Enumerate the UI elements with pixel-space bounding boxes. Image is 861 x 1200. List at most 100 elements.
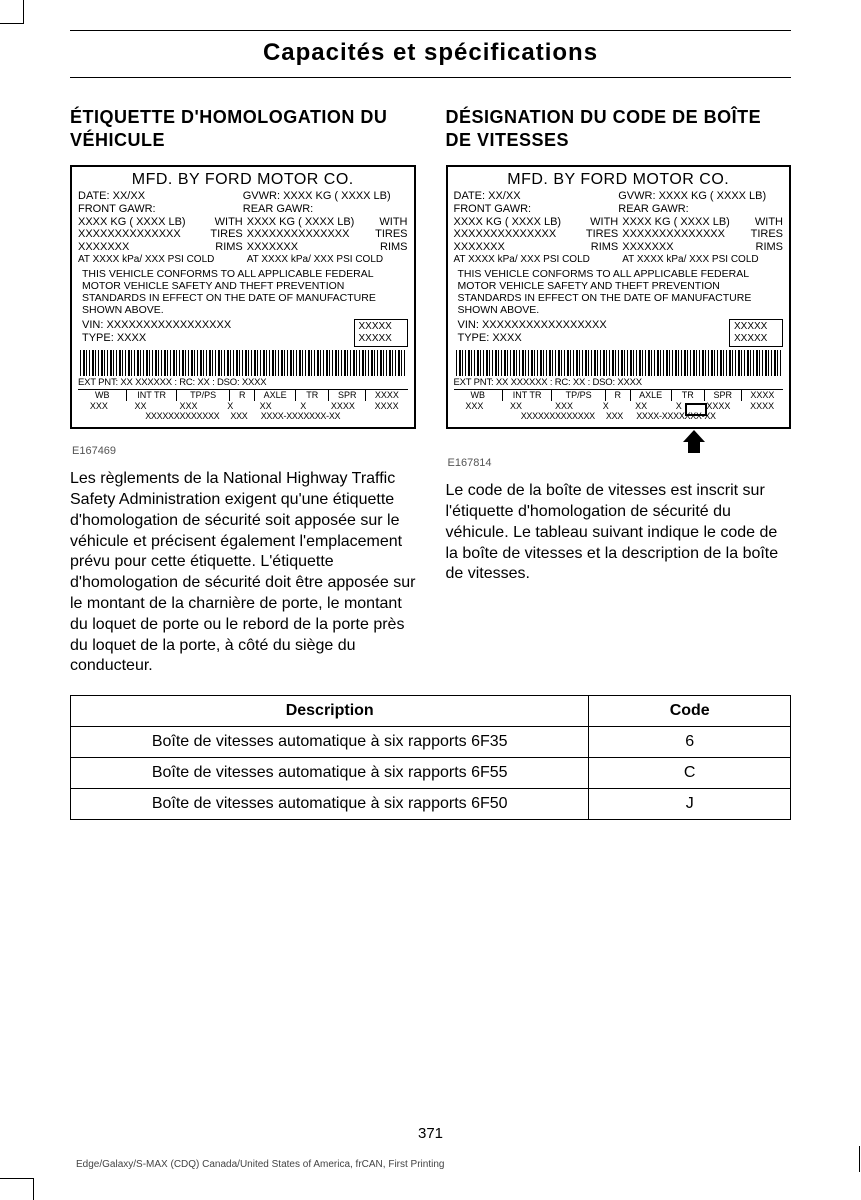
cell: XXXX KG ( XXXX LB) WITH: [78, 216, 243, 229]
cell: XXXX KG ( XXXX LB) WITH: [454, 216, 619, 229]
text: WITH: [215, 216, 243, 229]
label-front-gawr: FRONT GAWR:: [78, 203, 243, 216]
cell: XXXXXXXXXXXXXX TIRES: [243, 228, 408, 241]
text: XXXXXXXXXXXXXX: [78, 228, 181, 241]
hdr: SPR: [705, 390, 742, 400]
codes-values: XXX XX XXX X XX X XXXX XXXX: [78, 401, 408, 411]
val: XX: [120, 401, 162, 411]
td-desc: Boîte de vitesses automatique à six rapp…: [71, 727, 589, 758]
label-conformance: THIS VEHICLE CONFORMS TO ALL APPLICABLE …: [458, 268, 780, 316]
label-row: AT XXXX kPa/ XXX PSI COLD AT XXXX kPa/ X…: [78, 254, 408, 266]
vin-row: VIN: XXXXXXXXXXXXXXXXX TYPE: XXXX XXXXX …: [78, 319, 408, 347]
text: XXXXX: [734, 321, 778, 333]
hdr: TR: [296, 390, 329, 400]
val: XXX: [78, 401, 120, 411]
label-row: XXXXXXXXXXXXXXTIRES XXXXXXXXXXXXXXTIRES: [454, 228, 784, 241]
text: XXXXXXXXXXXXXX: [247, 228, 350, 241]
ext-row: EXT PNT: XX XXXXXX : RC: XX : DSO: XXXX: [454, 378, 784, 389]
cell: XXXXXXXRIMS: [618, 241, 783, 254]
text: XXXX KG ( XXXX LB): [454, 216, 562, 229]
transmission-code-table: Description Code Boîte de vitesses autom…: [70, 695, 791, 820]
certification-label: MFD. BY FORD MOTOR CO. DATE: XX/XX GVWR:…: [70, 165, 416, 429]
ext-row: EXT PNT: XX XXXXXX : RC: XX : DSO: XXXX: [78, 378, 408, 389]
val: XXX: [537, 401, 591, 411]
label-row: XXXXXXXRIMS XXXXXXXRIMS: [78, 241, 408, 254]
val: XXXX: [741, 401, 783, 411]
crop-mark-bottom-left: [0, 1178, 34, 1200]
page-number: 371: [0, 1125, 861, 1142]
text: TIRES: [375, 228, 407, 241]
label-rear-gawr: REAR GAWR:: [243, 203, 408, 216]
hdr: XXXX: [366, 390, 407, 400]
val: X: [287, 401, 320, 411]
text: XXXXX: [734, 333, 778, 345]
vin-box: XXXXX XXXXX: [729, 319, 783, 347]
codes-values: XXX XX XXX X XX X XXXX XXXX: [454, 401, 784, 411]
text: XXXXX: [359, 321, 403, 333]
hdr: TR: [672, 390, 705, 400]
label-at: AT XXXX kPa/ XXX PSI COLD: [78, 254, 243, 266]
footer-text: Edge/Galaxy/S-MAX (CDQ) Canada/United St…: [76, 1159, 444, 1170]
val: XXXX: [366, 401, 408, 411]
text: XXX: [230, 411, 247, 421]
text: XXXXX: [359, 333, 403, 345]
label-mfd: MFD. BY FORD MOTOR CO.: [454, 171, 784, 189]
text: XXXX KG ( XXXX LB): [78, 216, 186, 229]
hdr: INT TR: [127, 390, 176, 400]
text: XXXXXXXXXXXXXX: [622, 228, 725, 241]
label-at: AT XXXX kPa/ XXX PSI COLD: [243, 254, 408, 266]
label-row: XXXX KG ( XXXX LB) WITH XXXX KG ( XXXX LB…: [78, 216, 408, 229]
vin-row: VIN: XXXXXXXXXXXXXXXXX TYPE: XXXX XXXXX …: [454, 319, 784, 347]
vin-left: VIN: XXXXXXXXXXXXXXXXX TYPE: XXXX: [78, 319, 354, 344]
th-description: Description: [71, 696, 589, 727]
label-vin: VIN: XXXXXXXXXXXXXXXXX: [82, 319, 354, 332]
bottom-line: XXXXXXXXXXXXX XXX XXXX-XXXXXXX-XX: [78, 411, 408, 421]
text: XXXXXXX: [454, 241, 505, 254]
codes-header: WB INT TR TP/PS R AXLE TR SPR XXXX: [454, 389, 784, 400]
text: XXXX-XXXXXXX-XX: [261, 411, 341, 421]
table-row: Boîte de vitesses automatique à six rapp…: [71, 789, 791, 820]
rule: [70, 77, 791, 78]
text: RIMS: [380, 241, 408, 254]
barcode: [456, 350, 782, 376]
hdr: WB: [78, 390, 127, 400]
text: XXXXXXXXXXXXXX: [454, 228, 557, 241]
text: WITH: [590, 216, 618, 229]
label-type: TYPE: XXXX: [458, 332, 730, 345]
text: XXXXXXX: [622, 241, 673, 254]
label-gvwr: GVWR: XXXX KG ( XXXX LB): [243, 190, 408, 203]
table-row: Boîte de vitesses automatique à six rapp…: [71, 758, 791, 789]
section-heading-right: DÉSIGNATION DU CODE DE BOÎTE DE VITESSES: [446, 106, 792, 151]
crop-mark-top-left: [0, 0, 24, 24]
val: XXXX: [320, 401, 366, 411]
hdr: AXLE: [631, 390, 672, 400]
rule: [70, 30, 791, 31]
label-date: DATE: XX/XX: [454, 190, 619, 203]
hdr: R: [230, 390, 255, 400]
td-desc: Boîte de vitesses automatique à six rapp…: [71, 789, 589, 820]
hdr: WB: [454, 390, 503, 400]
hdr: SPR: [329, 390, 366, 400]
text: TIRES: [751, 228, 783, 241]
certification-label: MFD. BY FORD MOTOR CO. DATE: XX/XX GVWR:…: [446, 165, 792, 429]
cell: XXXXXXXXXXXXXX TIRES: [78, 228, 243, 241]
val: XX: [495, 401, 537, 411]
right-column: DÉSIGNATION DU CODE DE BOÎTE DE VITESSES…: [446, 106, 792, 585]
cell: XXXXXXXXXXXXXXTIRES: [454, 228, 619, 241]
paragraph-left: Les règlements de la National Highway Tr…: [70, 469, 416, 677]
hdr: INT TR: [503, 390, 552, 400]
label-date: DATE: XX/XX: [78, 190, 243, 203]
label-at: AT XXXX kPa/ XXX PSI COLD: [618, 254, 783, 266]
text: TIRES: [210, 228, 242, 241]
label-row: XXXXXXXXXXXXXX TIRES XXXXXXXXXXXXXX TIRES: [78, 228, 408, 241]
hdr: TP/PS: [552, 390, 606, 400]
label-row: AT XXXX kPa/ XXX PSI COLD AT XXXX kPa/ X…: [454, 254, 784, 266]
label-row: FRONT GAWR: REAR GAWR:: [454, 203, 784, 216]
label-at: AT XXXX kPa/ XXX PSI COLD: [454, 254, 619, 266]
table-row: Boîte de vitesses automatique à six rapp…: [71, 727, 791, 758]
hdr: R: [606, 390, 631, 400]
label-rear-gawr: REAR GAWR:: [618, 203, 783, 216]
barcode: [80, 350, 406, 376]
label-row: DATE: XX/XX GVWR: XXXX KG ( XXXX LB): [78, 190, 408, 203]
th-code: Code: [589, 696, 791, 727]
